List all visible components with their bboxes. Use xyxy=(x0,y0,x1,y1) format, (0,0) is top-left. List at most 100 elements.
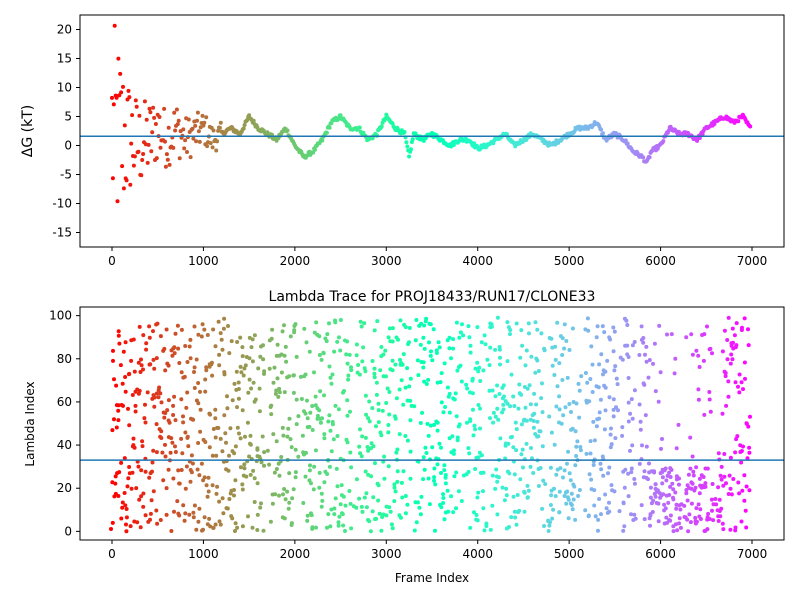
lambda-point xyxy=(304,450,308,455)
lambda-point xyxy=(496,475,501,480)
lambda-point xyxy=(310,525,315,530)
lambda-point xyxy=(722,452,727,456)
lambda-point xyxy=(490,473,495,478)
lambda-point xyxy=(240,408,245,413)
lambda-point xyxy=(493,347,498,352)
lambda-point xyxy=(367,519,372,524)
lambda-point xyxy=(226,324,230,328)
lambda-point xyxy=(138,370,143,374)
lambda-point xyxy=(333,496,338,501)
lambda-point xyxy=(221,511,226,516)
x-tick-label: 7000 xyxy=(737,547,768,561)
lambda-point xyxy=(708,409,713,414)
dg-point xyxy=(320,138,325,143)
lambda-point xyxy=(716,519,721,523)
lambda-point xyxy=(354,353,359,358)
lambda-point xyxy=(570,426,575,431)
dg-point xyxy=(146,142,151,147)
lambda-point xyxy=(474,513,479,517)
lambda-point xyxy=(735,434,740,439)
dg-point xyxy=(697,136,702,140)
lambda-point xyxy=(131,436,136,441)
lambda-point xyxy=(732,333,737,338)
lambda-point xyxy=(322,432,327,437)
lambda-point xyxy=(170,440,175,445)
lambda-point xyxy=(158,391,163,396)
lambda-point xyxy=(179,436,184,441)
lambda-point xyxy=(718,514,723,519)
lambda-point xyxy=(148,517,152,522)
lambda-point xyxy=(482,528,487,533)
lambda-point xyxy=(147,475,152,480)
lambda-point xyxy=(327,364,332,369)
lambda-point xyxy=(592,503,597,508)
dg-point xyxy=(112,23,117,28)
lambda-point xyxy=(343,529,347,533)
lambda-point xyxy=(646,477,650,482)
lambda-point xyxy=(723,371,728,375)
lambda-point xyxy=(495,479,500,484)
lambda-point xyxy=(454,320,459,325)
lambda-point xyxy=(192,370,196,374)
lambda-point xyxy=(729,352,734,357)
lambda-point xyxy=(648,523,652,528)
lambda-point xyxy=(576,494,581,498)
lambda-point xyxy=(553,494,558,499)
lambda-point xyxy=(623,467,628,472)
lambda-point xyxy=(280,425,285,430)
lambda-point xyxy=(678,507,683,512)
lambda-point xyxy=(524,441,529,446)
lambda-point xyxy=(660,437,664,441)
lambda-point xyxy=(557,394,562,399)
lambda-point xyxy=(481,506,486,511)
lambda-point xyxy=(725,357,730,362)
lambda-point xyxy=(331,437,336,442)
lambda-point xyxy=(466,469,471,474)
lambda-point xyxy=(439,505,444,510)
lambda-point xyxy=(173,418,178,423)
lambda-point xyxy=(403,325,408,330)
lambda-point xyxy=(385,386,390,391)
lambda-point xyxy=(285,489,290,494)
lambda-point xyxy=(726,315,731,320)
lambda-point xyxy=(291,373,296,378)
lambda-point xyxy=(155,321,160,326)
lambda-point xyxy=(151,448,156,453)
lambda-point xyxy=(308,463,312,468)
lambda-point xyxy=(259,501,263,506)
lambda-point xyxy=(490,388,495,393)
lambda-point xyxy=(419,494,424,499)
dg-point xyxy=(181,127,186,132)
lambda-point xyxy=(163,442,167,447)
lambda-point xyxy=(220,449,225,454)
lambda-point xyxy=(620,357,625,362)
dg-point xyxy=(133,98,138,103)
lambda-point xyxy=(403,494,408,498)
lambda-point xyxy=(262,450,267,455)
lambda-point xyxy=(364,491,369,496)
lambda-point xyxy=(630,443,635,448)
lambda-point xyxy=(609,483,614,488)
lambda-point xyxy=(473,467,478,471)
lambda-point xyxy=(491,410,496,415)
lambda-point xyxy=(112,417,116,422)
lambda-point xyxy=(150,460,155,465)
dg-point xyxy=(205,144,210,149)
lambda-point xyxy=(451,510,456,515)
lambda-point xyxy=(507,471,512,476)
lambda-point xyxy=(232,488,236,492)
lambda-point xyxy=(413,338,418,343)
lambda-point xyxy=(491,420,496,425)
lambda-point xyxy=(665,520,669,525)
lambda-point xyxy=(688,520,693,525)
lambda-point xyxy=(131,337,136,342)
dg-point xyxy=(124,178,129,183)
lambda-point xyxy=(527,331,531,336)
lambda-point xyxy=(360,509,365,514)
lambda-point xyxy=(691,469,696,474)
lambda-point xyxy=(667,470,672,475)
lambda-point xyxy=(388,509,393,514)
lambda-point xyxy=(511,445,516,450)
lambda-point xyxy=(536,369,541,373)
lambda-point xyxy=(154,356,159,361)
